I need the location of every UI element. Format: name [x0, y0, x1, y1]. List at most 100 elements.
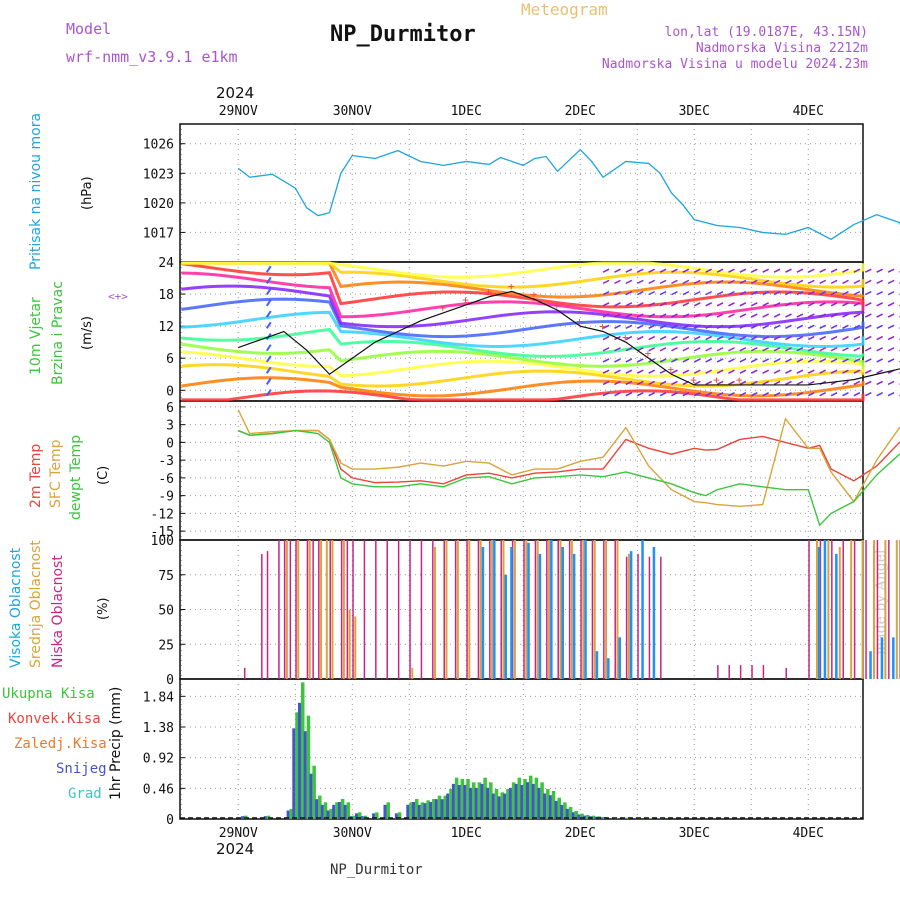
wind-arrow	[625, 358, 633, 363]
wind-arrow	[625, 369, 633, 374]
cloud-high-bar	[869, 651, 872, 679]
meteogram-label: Meteogram	[521, 0, 608, 19]
cloud-low-bar	[614, 540, 616, 679]
wind-arrow	[819, 391, 827, 397]
wind-arrow	[265, 276, 272, 284]
cloud-low-bar	[346, 540, 349, 679]
wind-barb-streak	[181, 261, 865, 279]
cloud-low-bar	[591, 540, 594, 679]
wind-arrow	[785, 313, 792, 318]
top-date-label: 2DEC	[565, 104, 596, 119]
wind-arrow	[659, 369, 667, 374]
wind-arrow	[614, 302, 621, 307]
cloud-mid-bar	[525, 540, 528, 679]
wind-arrow	[830, 302, 838, 307]
wind-arrow	[693, 358, 701, 363]
cloud-low-bar	[648, 556, 651, 679]
snow-bar	[394, 813, 398, 819]
cloud-mid-bar	[884, 540, 887, 679]
wind-arrow	[614, 279, 621, 285]
precip-bar	[312, 765, 316, 819]
elevation-label: Nadmorska Visina 2212m	[695, 41, 868, 56]
wind-arrow	[773, 335, 781, 341]
ytick-label: 6	[166, 352, 174, 367]
top-date-label: 3DEC	[679, 104, 710, 119]
cloud-low-bar	[318, 540, 320, 679]
precip-bar	[511, 782, 516, 819]
snow-bar	[474, 787, 478, 819]
wind-arrow	[716, 324, 724, 329]
wind-arrow	[625, 279, 633, 285]
cloud-mid-bar	[838, 546, 841, 679]
ytick-label: 75	[158, 569, 174, 584]
panel-frame	[179, 400, 864, 541]
wind-arrow	[659, 347, 667, 352]
wind-arrow	[705, 302, 713, 307]
panel-frame	[179, 123, 864, 263]
wind-arrow	[819, 335, 827, 341]
precip-bar	[437, 795, 442, 819]
cloud-high-bar	[481, 546, 485, 679]
wind-arrow	[853, 324, 861, 329]
wind-arrow	[887, 290, 895, 296]
wind-arrow	[785, 290, 792, 296]
cloud-mid-bar	[285, 540, 288, 679]
cloud-low-bar	[386, 540, 388, 679]
cloud-low-bar	[534, 540, 537, 679]
wind-arrow	[785, 358, 792, 363]
cloud-low-bar	[853, 540, 856, 679]
wind-arrow	[693, 380, 701, 386]
ytick-label: -3	[158, 454, 174, 469]
wind-arrow	[602, 369, 610, 374]
wind-arrow	[762, 302, 770, 307]
wind-arrow	[750, 335, 758, 341]
ytick-label: -15	[151, 525, 174, 540]
snow-bar	[440, 799, 444, 819]
wind-arrow	[796, 335, 804, 341]
cloud-low-bar	[261, 553, 263, 679]
wind-arrow	[682, 324, 690, 329]
wind-arrow	[739, 290, 747, 296]
wind-arrow	[716, 313, 724, 318]
wind-arrow	[739, 391, 747, 397]
ytick-label: 25	[158, 638, 174, 653]
snow-bar	[525, 782, 529, 819]
wind-gust-marker: +	[690, 374, 697, 387]
model-name: wrf-nmm_v3.9.1 e1km	[66, 48, 238, 66]
legend-hail: Grad	[68, 786, 102, 802]
cloud-low-bar	[808, 540, 810, 679]
wind-arrow	[830, 324, 838, 329]
wind-arrow	[807, 380, 815, 386]
temp-line-2	[238, 429, 900, 527]
wind-arrow	[739, 358, 747, 363]
wind-arrow	[762, 268, 770, 273]
cloud-low-bar	[443, 540, 445, 679]
cloud-low-bar	[888, 540, 890, 679]
bottom-date-label: 4DEC	[793, 826, 824, 841]
wind-arrow	[705, 358, 713, 363]
wind-arrow	[887, 335, 895, 341]
wind-arrow	[887, 391, 895, 397]
cloud-low-bar	[728, 665, 730, 679]
wind-compass-icon: <+>	[108, 290, 128, 303]
cloud-mid-bar	[570, 540, 573, 679]
wind-arrow	[614, 347, 621, 352]
cloud-mid-bar	[342, 540, 345, 679]
wind-arrow	[265, 310, 272, 318]
wind-arrow	[842, 268, 849, 273]
cloud-high-bar	[823, 540, 827, 679]
wind-arrow	[716, 279, 724, 285]
wind-arrow	[864, 380, 872, 386]
wind-arrow	[671, 335, 678, 341]
cloud-low-bar	[306, 540, 309, 679]
cloud-high-bar	[880, 637, 884, 679]
cloud-high-bar	[595, 651, 599, 679]
ytick-label: 1017	[143, 226, 174, 241]
wind-barb-streak	[181, 271, 865, 319]
wind-arrow	[728, 380, 735, 386]
wind-arrow	[830, 268, 838, 273]
wind-arrow	[671, 290, 678, 296]
wind-arrow	[750, 313, 758, 318]
top-date-label: 29NOV	[219, 104, 258, 119]
wind-arrow	[773, 324, 781, 329]
